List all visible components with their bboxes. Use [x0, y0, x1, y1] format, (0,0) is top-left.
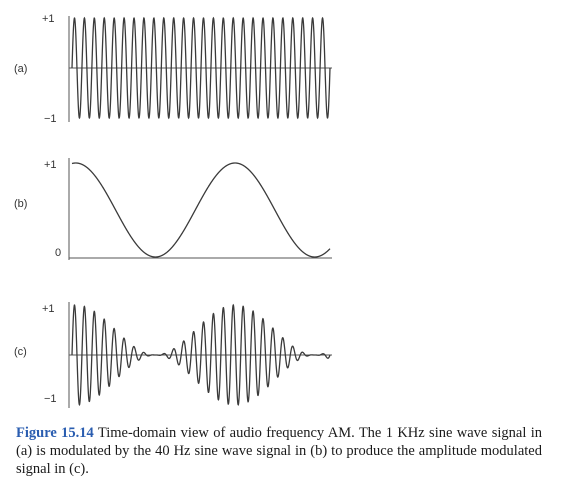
panel-c: (c) +1 −1 [14, 302, 332, 408]
panel-a-tick-bottom: −1 [44, 113, 57, 125]
panel-c-label: (c) [14, 346, 27, 358]
panel-a: (a) +1 −1 [14, 13, 332, 125]
panel-b-waveform [71, 162, 331, 258]
figure-caption-label: Figure 15.14 [16, 425, 94, 441]
panel-b: (b) +1 0 [14, 158, 332, 260]
panel-c-tick-top: +1 [42, 303, 55, 315]
panel-b-tick-bottom: 0 [55, 247, 61, 259]
figure-caption-text: Time-domain view of audio frequency AM. … [16, 425, 542, 477]
panel-a-waveform [71, 16, 331, 120]
panel-c-tick-bottom: −1 [44, 393, 57, 405]
figure: (a) +1 −1 (b) +1 0 (c) +1 −1 [14, 13, 332, 408]
panel-a-label: (a) [14, 63, 27, 75]
figure-caption: Figure 15.14 Time-domain view of audio f… [16, 424, 542, 478]
panel-b-tick-top: +1 [44, 159, 57, 171]
panel-b-label: (b) [14, 198, 27, 210]
panel-c-waveform [71, 303, 331, 406]
panel-a-tick-top: +1 [42, 13, 55, 25]
